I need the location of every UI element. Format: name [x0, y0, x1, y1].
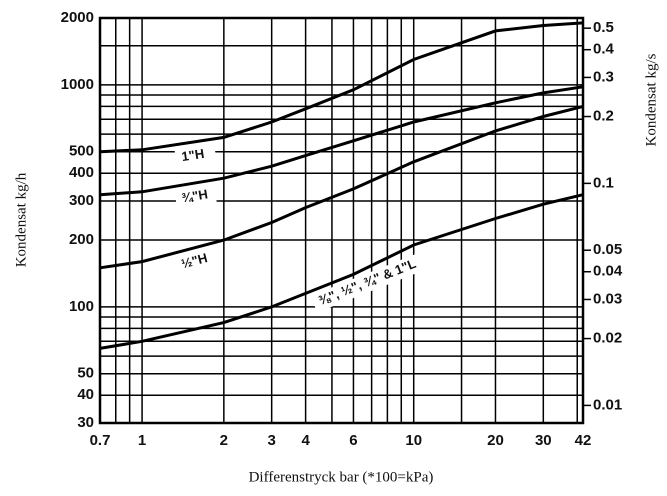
series-line — [99, 85, 584, 197]
y-tick-label: 300 — [69, 192, 94, 209]
series-label: ½"H — [180, 250, 209, 271]
x-tick-label: 20 — [487, 432, 504, 449]
y-tick-label: 400 — [69, 164, 94, 181]
y-tick-label: 40 — [77, 386, 94, 403]
x-tick-label: 1 — [138, 432, 146, 449]
y2-tick-label: 0.02 — [593, 330, 622, 347]
x-tick-label: 10 — [405, 432, 422, 449]
y2-tick-label: 0.3 — [593, 68, 614, 85]
y-tick-label: 1000 — [61, 76, 94, 93]
series-label-bg — [174, 143, 217, 168]
y-axis-label: Kondensat kg/h — [13, 172, 29, 267]
series-label-bg — [173, 247, 217, 276]
y2-tick-label: 0.04 — [593, 263, 623, 280]
series-line — [99, 21, 584, 154]
x-axis-label: Differenstryck bar (*100=kPa) — [249, 469, 434, 485]
x-tick-label: 3 — [268, 432, 276, 449]
y-tick-label: 2000 — [61, 9, 94, 26]
series-label-bg — [174, 184, 217, 210]
y-tick-label: 50 — [77, 365, 94, 382]
y-tick-label: 30 — [77, 414, 94, 431]
y-tick-label: 100 — [69, 298, 94, 315]
y2-tick-label: 0.4 — [593, 41, 615, 58]
x-tick-label: 6 — [349, 432, 357, 449]
y-tick-label: 500 — [69, 143, 94, 160]
x-tick-label: 42 — [575, 432, 592, 449]
y2-tick-label: 0.01 — [593, 396, 622, 413]
y2-tick-label: 0.5 — [593, 19, 614, 36]
y2-tick-label: 0.03 — [593, 290, 622, 307]
series-line — [99, 104, 584, 270]
series-label: 1"H — [180, 146, 205, 164]
y2-axis-label: Kondensat kg/s — [643, 53, 659, 146]
y2-tick-label: 0.1 — [593, 174, 614, 191]
plot-frame — [98, 16, 585, 425]
x-tick-label: 30 — [535, 432, 552, 449]
y2-tick-label: 0.2 — [593, 107, 614, 124]
y-tick-label: 200 — [69, 231, 94, 248]
x-tick-label: 0.7 — [90, 432, 111, 449]
series-line — [99, 193, 584, 350]
x-tick-label: 4 — [301, 432, 310, 449]
y2-tick-label: 0.05 — [593, 241, 622, 258]
x-tick-label: 2 — [220, 432, 228, 449]
series-label-bg — [310, 245, 443, 313]
series-label: ¾"H — [180, 186, 209, 205]
